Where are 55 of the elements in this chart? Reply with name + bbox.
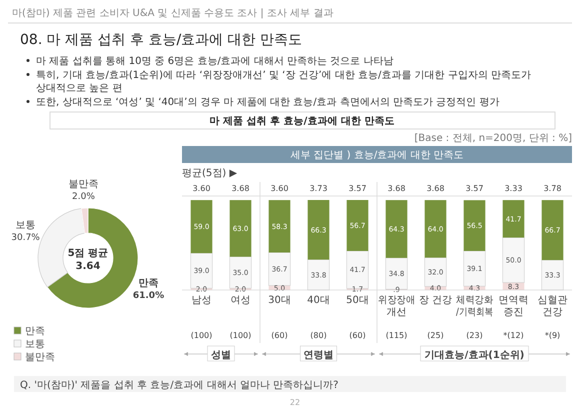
text: (23) <box>466 331 483 340</box>
slice-label: 보통 <box>16 220 36 232</box>
data-label: 61.0% <box>132 291 164 302</box>
text: 3.57 <box>466 184 484 193</box>
text: *(9) <box>544 331 560 340</box>
text: 마 제품 섭취 후 효능/효과에 대한 만족도 <box>210 116 394 127</box>
text: 3.78 <box>544 184 562 193</box>
text: (115) <box>386 331 408 340</box>
data-label: 2.0% <box>72 192 96 202</box>
x-tick-label: 남성 <box>192 295 212 306</box>
text: 또한, 상대적으로 ‘여성’ 및 ‘40대’의 경우 마 제품에 대한 효능/효과 측면에서의 만족도가 긍정적인 평가 <box>36 97 500 108</box>
text: (60) <box>349 331 366 340</box>
data-label: 30.7% <box>11 233 40 244</box>
text: [Base : 전체, n=200명, 단위 : %] <box>414 133 572 144</box>
text: 마(참마) 제품 관련 소비자 U&A 및 신제품 수용도 조사 | 조사 세부 결과 <box>12 8 334 19</box>
text: 3.33 <box>504 184 522 193</box>
text: 3.64 <box>76 261 100 272</box>
chart-title: 세부 집단별 ) 효능/효과에 대한 만족도 <box>290 150 464 161</box>
slice-label: 만족 <box>138 278 158 290</box>
text: 기대효능/효과(1순위) <box>424 350 524 361</box>
text: (60) <box>271 331 288 340</box>
text: 22 <box>290 398 300 407</box>
text: (80) <box>310 331 327 340</box>
x-tick-label: 심혈관 건강 <box>538 295 568 318</box>
text: 3.73 <box>310 184 328 193</box>
x-tick-label: 장 건강 <box>418 295 452 306</box>
text: 3.68 <box>388 184 406 193</box>
text: 3.60 <box>192 184 210 193</box>
text: 성별 <box>211 350 231 361</box>
x-tick-label: 30대 <box>268 295 291 306</box>
text: *(12) <box>503 331 524 340</box>
x-tick-label: 위장장애 개선 <box>378 295 418 318</box>
x-tick-label: 50대 <box>346 295 369 306</box>
legend-label: 불만족 <box>25 352 55 363</box>
text: 5점 평균 <box>68 248 108 259</box>
slice-label: 불만족 <box>68 179 98 190</box>
text: (100) <box>230 331 252 340</box>
text: 특히, 기대 효능/효과(1순위)에 따라 ‘위장장애개선’ 및 ‘장 건강’에 대한 효능/효과를 기대한 구입자의 만족도가 상대적으로 높은 편 <box>36 70 531 94</box>
text: 3.60 <box>270 184 288 193</box>
x-tick-label: 면역력 증진 <box>498 295 528 318</box>
x-tick-label: 여성 <box>230 295 250 306</box>
text: 3.68 <box>426 184 444 193</box>
text: Q. '마(참마)' 제품을 섭취 후 효능/효과에 대해서 얼마나 만족하십니까? <box>20 380 338 391</box>
text: 3.68 <box>232 184 250 193</box>
category-label: 보통 <box>25 339 45 350</box>
text: (100) <box>190 331 212 340</box>
legend-label: 만족 <box>25 326 45 337</box>
text: 08. 마 제품 섭취 후 효능/효과에 대한 만족도 <box>20 32 302 48</box>
text: 3.57 <box>348 184 366 193</box>
text: 연령별 <box>304 350 334 361</box>
text: 평균(5점) ▶ <box>182 168 238 179</box>
text: 마 제품 섭취를 통해 10명 중 6명은 효능/효과에 대해서 만족하는 것으로 나타남 <box>36 56 394 67</box>
x-tick-label: 체력강화/기력회복 <box>456 295 500 318</box>
text: (25) <box>427 331 444 340</box>
x-tick-label: 40대 <box>307 295 330 306</box>
